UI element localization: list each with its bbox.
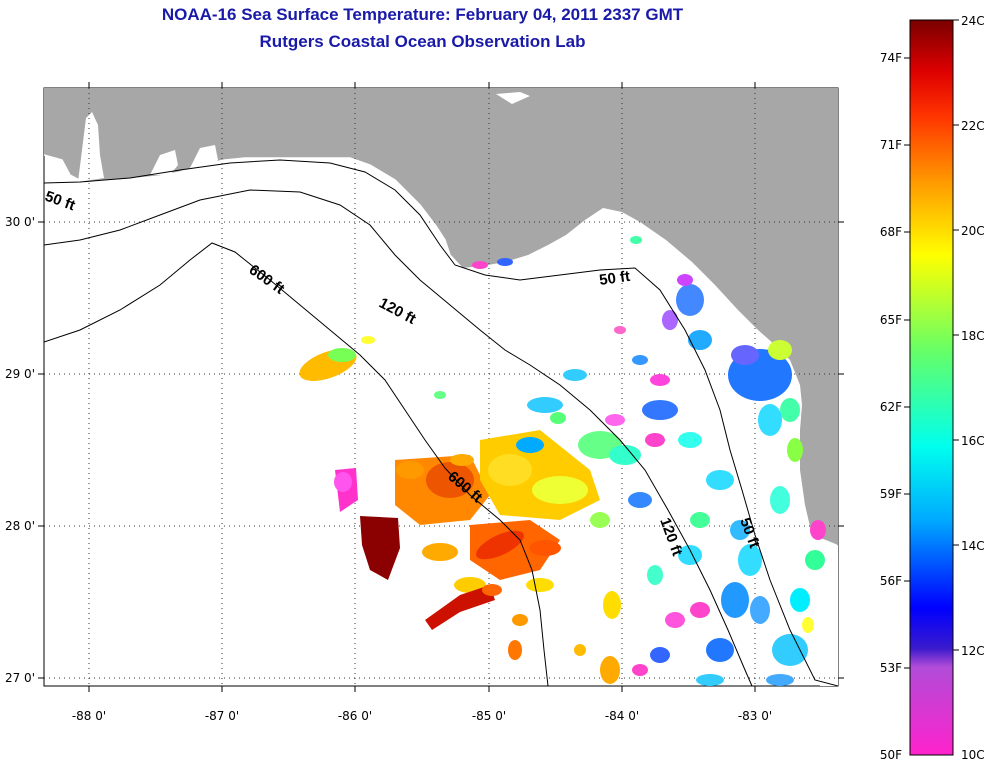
inland-lakes (496, 92, 530, 104)
x-tick-label: -86 0' (338, 709, 372, 723)
y-tick-label: 28 0' (5, 519, 35, 533)
colorbar-c-label: 14C (961, 539, 985, 553)
x-tick-label: -83 0' (738, 709, 772, 723)
colorbar-f-label: 53F (880, 661, 902, 675)
colorbar (909, 19, 954, 756)
contour-120ft (44, 189, 753, 686)
colorbar-f-label: 50F (880, 748, 902, 762)
label-50ft-east: 50 ft (598, 268, 631, 289)
contour-600ft (44, 242, 549, 686)
colorbar-f-label: 59F (880, 487, 902, 501)
colorbar-c-label: 18C (961, 329, 985, 343)
title-line-1: NOAA-16 Sea Surface Temperature: Februar… (161, 5, 684, 24)
colorbar-c-label: 20C (961, 224, 985, 238)
colorbar-f-label: 65F (880, 313, 902, 327)
mobile-bay (78, 112, 104, 182)
colorbar-c-label: 22C (961, 119, 985, 133)
colorbar-f-label: 62F (880, 400, 902, 414)
colorbar-f-label: 71F (880, 138, 902, 152)
colorbar-f-label: 56F (880, 574, 902, 588)
land-florida (44, 88, 838, 545)
colorbar-ticks (904, 19, 959, 669)
x-tick-label: -87 0' (205, 709, 239, 723)
y-tick-label: 29 0' (5, 367, 35, 381)
colorbar-c-label: 16C (961, 434, 985, 448)
colorbar-c-label: 12C (961, 644, 985, 658)
coastline (44, 154, 463, 269)
y-tick-label: 27 0' (5, 671, 35, 685)
sst-data-patches (299, 236, 826, 686)
florida-keys-edge (810, 545, 838, 686)
colorbar-f-label: 74F (880, 51, 902, 65)
y-tick-label: 30 0' (5, 215, 35, 229)
colorbar-f-label: 68F (880, 225, 902, 239)
colorbar-c-label: 10C (961, 748, 985, 762)
x-tick-label: -88 0' (72, 709, 106, 723)
title-line-2: Rutgers Coastal Ocean Observation Lab (259, 32, 586, 51)
contour-50ft (44, 159, 838, 686)
colorbar-c-label: 24C (961, 14, 985, 28)
bathymetry-contours (44, 159, 838, 686)
axis-ticks (38, 82, 844, 692)
pensacola-bay (150, 150, 178, 175)
x-tick-label: -84 0' (605, 709, 639, 723)
x-tick-label: -85 0' (472, 709, 506, 723)
